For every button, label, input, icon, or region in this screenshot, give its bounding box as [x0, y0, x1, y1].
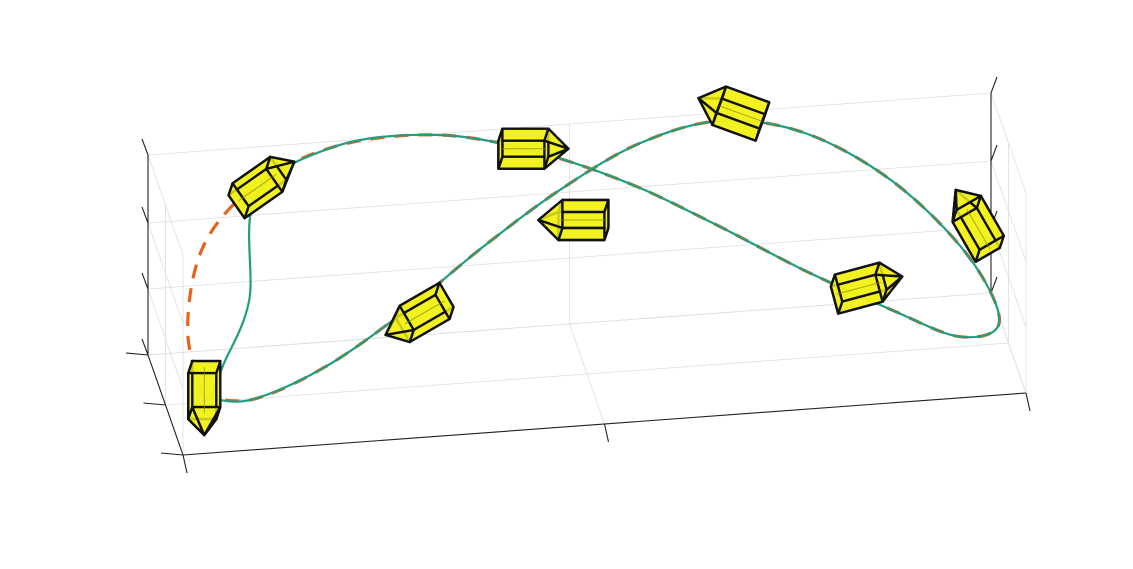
x-axis-tick: [603, 423, 610, 443]
pose-body-side-face: [497, 155, 550, 170]
pose-marker-pose-6: [697, 85, 771, 142]
grid-line-floor-width: [165, 342, 1009, 406]
pose-body-axis-line: [719, 105, 763, 122]
pose-tip-face: [265, 155, 296, 171]
pose-marker-pose-7: [829, 261, 904, 315]
pose-body-axis-line: [966, 208, 991, 250]
z-axis-tick: [141, 206, 149, 224]
pose-body-axis-line: [836, 281, 882, 295]
pose-marker-pose-4: [497, 127, 570, 170]
pose-body-side-face: [497, 127, 550, 142]
z-axis-right-tick: [990, 144, 998, 162]
pose-tip-face: [874, 261, 904, 278]
pose-marker-pose-3: [384, 281, 455, 344]
estimated-trajectory-line: [209, 119, 1001, 403]
pose-marker-pose-2: [227, 155, 296, 220]
z-axis-tick: [141, 138, 149, 156]
reference-trajectory-line: [185, 118, 1002, 403]
pose-body-side-face: [557, 198, 610, 214]
pose-body-back-face: [227, 182, 250, 220]
z-axis-tick: [141, 272, 149, 290]
pose-marker-pose-8: [951, 188, 1005, 263]
pose-tip-face: [543, 127, 570, 150]
pose-body-back-face: [974, 234, 1005, 263]
pose-markers: [187, 85, 1005, 437]
pose-tip-face: [537, 218, 564, 242]
y-axis-tick: [143, 402, 166, 406]
y-axis-tick: [160, 452, 184, 456]
x-axis-tick: [1025, 392, 1031, 412]
pose-body-axis-line: [404, 300, 445, 325]
z-axis-right-tick: [990, 276, 998, 294]
pose-body-back-face: [187, 359, 222, 375]
pose-marker-pose-5: [537, 198, 610, 242]
pose-body-side-face: [557, 226, 610, 242]
pose-tip-face: [697, 96, 718, 127]
z-axis-right-tick: [990, 76, 998, 94]
trajectory-series: [185, 118, 1002, 403]
pose-marker-pose-1: [187, 359, 222, 437]
pose-body-axis-line: [238, 173, 277, 202]
pose-tip-face: [951, 188, 958, 224]
y-axis-tick: [125, 352, 149, 356]
pose-tip-face: [384, 328, 415, 344]
x-axis-tick: [182, 454, 188, 474]
axis-ticks: [125, 76, 1031, 474]
pose-tip-face: [203, 405, 222, 437]
z-axis-tick: [141, 338, 149, 356]
